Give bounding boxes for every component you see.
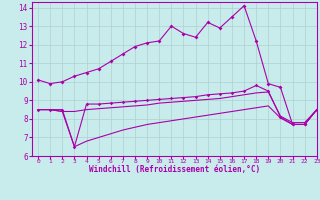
X-axis label: Windchill (Refroidissement éolien,°C): Windchill (Refroidissement éolien,°C) [89, 165, 260, 174]
